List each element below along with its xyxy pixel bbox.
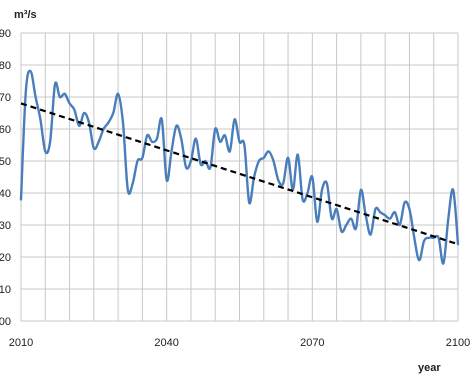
y-tick-label: 70 <box>0 92 11 104</box>
series-layer <box>19 69 460 265</box>
y-tick-label: 60 <box>0 124 11 136</box>
y-tick-label: 00 <box>0 316 11 328</box>
y-tick-label: 80 <box>0 60 11 72</box>
x-tick-labels: 2010 2040 2070 2100 <box>9 337 470 349</box>
y-tick-label: 20 <box>0 252 11 264</box>
y-axis-label: m³/s <box>14 9 37 21</box>
y-tick-labels: 00 10 20 30 40 50 60 70 80 90 <box>0 28 11 328</box>
x-tick-label: 2010 <box>9 337 33 349</box>
y-tick-label: 90 <box>0 28 11 40</box>
y-tick-label: 30 <box>0 220 11 232</box>
y-tick-label: 10 <box>0 284 11 296</box>
x-axis-label: year <box>418 362 441 374</box>
trend-line <box>20 102 459 246</box>
x-tick-label: 2100 <box>446 337 470 349</box>
grid <box>20 32 459 322</box>
x-tick-label: 2040 <box>154 337 178 349</box>
y-tick-label: 50 <box>0 156 11 168</box>
x-tick-label: 2070 <box>300 337 324 349</box>
y-tick-label: 40 <box>0 188 11 200</box>
discharge-line <box>19 69 460 265</box>
